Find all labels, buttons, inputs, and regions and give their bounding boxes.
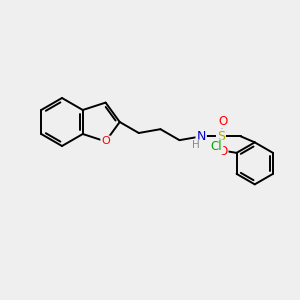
Text: O: O <box>218 115 228 128</box>
Text: S: S <box>217 130 225 143</box>
Text: O: O <box>101 136 110 146</box>
Text: Cl: Cl <box>211 140 222 153</box>
Text: O: O <box>218 145 228 158</box>
Text: H: H <box>192 140 200 150</box>
Text: N: N <box>196 130 206 143</box>
